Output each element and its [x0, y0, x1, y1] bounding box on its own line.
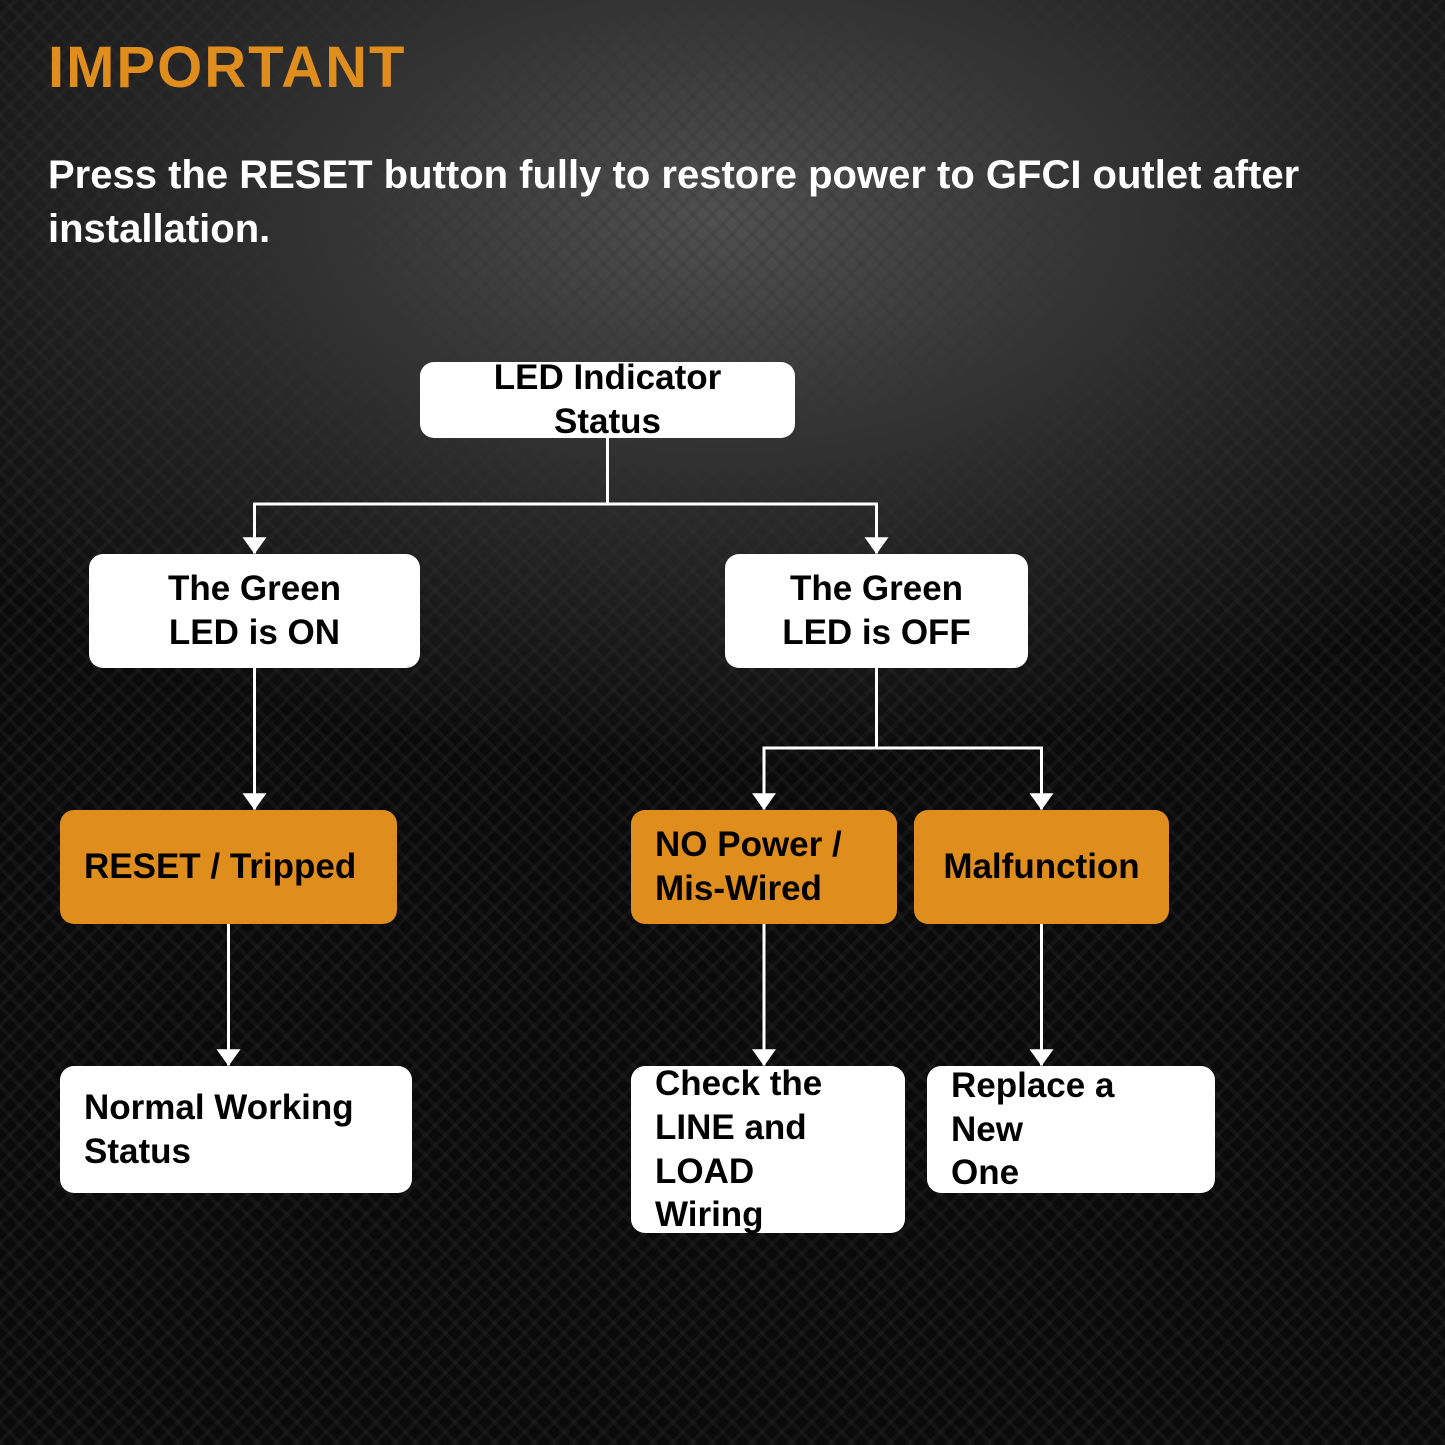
flowchart-node-nop: NO Power /Mis-Wired — [631, 810, 897, 924]
flowchart-node-off: The GreenLED is OFF — [725, 554, 1028, 668]
instruction-text: Press the RESET button fully to restore … — [48, 148, 1408, 256]
flowchart-node-normal: Normal WorkingStatus — [60, 1066, 412, 1193]
flowchart-node-root: LED Indicator Status — [420, 362, 795, 438]
flowchart-node-replace: Replace a NewOne — [927, 1066, 1215, 1193]
flowchart-node-on: The GreenLED is ON — [89, 554, 420, 668]
flowchart-node-reset: RESET / Tripped — [60, 810, 397, 924]
flowchart-node-mal: Malfunction — [914, 810, 1169, 924]
flowchart-node-check: Check theLINE and LOADWiring — [631, 1066, 905, 1233]
page-title: IMPORTANT — [48, 34, 406, 101]
